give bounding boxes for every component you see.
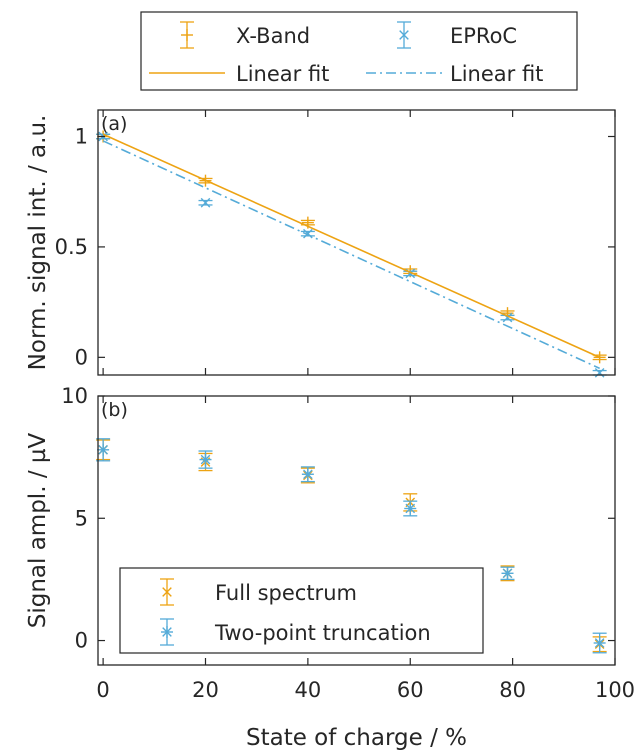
legend-box-b	[119, 567, 484, 654]
y-tick-label: 10	[61, 384, 88, 408]
legend-label: Linear fit	[236, 62, 329, 86]
y-axis-label: Norm. signal int. / a.u.	[25, 115, 51, 371]
data-point	[500, 566, 515, 581]
series-1-1	[96, 438, 607, 654]
x-tick-label: 80	[499, 678, 526, 702]
panel-label: (a)	[101, 113, 127, 135]
series-0-1	[96, 131, 607, 378]
axes-box-0	[97, 109, 616, 376]
panel-label: (b)	[101, 399, 128, 421]
data-point	[198, 197, 213, 208]
legend-entry: Linear fit	[149, 62, 329, 86]
data-point	[592, 632, 607, 654]
x-tick-label: 20	[192, 678, 219, 702]
legend-label: Two-point truncation	[214, 621, 431, 645]
legend-entry: X-Band	[180, 21, 310, 49]
legend-entry: Two-point truncation	[160, 618, 431, 646]
y-tick-label: 0	[75, 629, 88, 653]
legend-label: X-Band	[236, 24, 310, 48]
y-axis-label: Signal ampl. / µV	[25, 432, 51, 628]
legend-entry: EPRoC	[397, 21, 517, 49]
data-point	[500, 312, 515, 323]
legend-entry: Full spectrum	[160, 578, 357, 606]
fit-line	[102, 140, 600, 370]
axes-box-1	[97, 395, 616, 666]
series-0-3	[102, 140, 600, 370]
series-0-2	[102, 133, 600, 359]
legend-label: Full spectrum	[215, 581, 357, 605]
x-tick-label: 100	[595, 678, 635, 702]
legend-label: Linear fit	[450, 62, 543, 86]
y-tick-label: 0.5	[55, 235, 88, 259]
x-tick-label: 40	[295, 678, 322, 702]
x-axis-label: State of charge / %	[246, 725, 467, 751]
legend-label: EPRoC	[450, 24, 517, 48]
legend-box-a	[140, 11, 578, 91]
x-tick-label: 0	[96, 678, 109, 702]
x-tick-label: 60	[397, 678, 424, 702]
data-point	[198, 450, 213, 469]
data-point	[96, 438, 111, 462]
y-tick-label: 1	[75, 125, 88, 149]
fit-line	[102, 133, 600, 359]
data-point	[403, 500, 418, 517]
y-tick-label: 0	[75, 345, 88, 369]
data-point	[300, 228, 315, 239]
legend-entry: Linear fit	[366, 62, 543, 86]
y-tick-label: 5	[75, 506, 88, 530]
data-point	[592, 367, 607, 378]
data-point	[300, 466, 315, 483]
